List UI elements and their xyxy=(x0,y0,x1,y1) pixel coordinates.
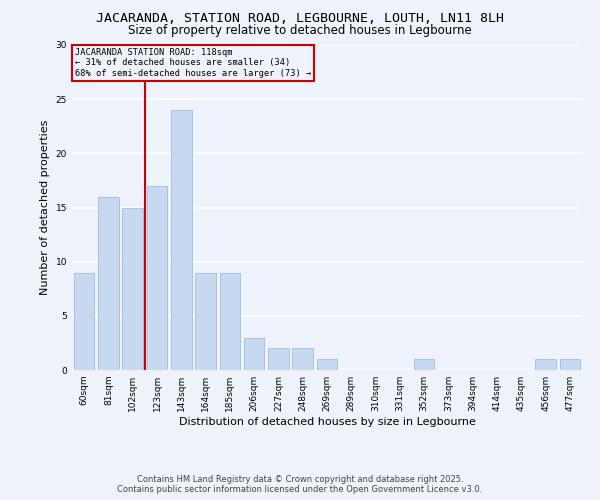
Bar xyxy=(74,272,94,370)
X-axis label: Distribution of detached houses by size in Legbourne: Distribution of detached houses by size … xyxy=(179,417,475,427)
Bar xyxy=(195,272,216,370)
Bar xyxy=(268,348,289,370)
Text: Contains HM Land Registry data © Crown copyright and database right 2025.
Contai: Contains HM Land Registry data © Crown c… xyxy=(118,474,482,494)
Bar xyxy=(98,196,119,370)
Bar xyxy=(560,359,580,370)
Text: Size of property relative to detached houses in Legbourne: Size of property relative to detached ho… xyxy=(128,24,472,37)
Bar xyxy=(535,359,556,370)
Bar xyxy=(146,186,167,370)
Bar xyxy=(414,359,434,370)
Y-axis label: Number of detached properties: Number of detached properties xyxy=(40,120,50,295)
Bar xyxy=(292,348,313,370)
Bar xyxy=(317,359,337,370)
Bar xyxy=(244,338,265,370)
Bar xyxy=(171,110,191,370)
Text: JACARANDA, STATION ROAD, LEGBOURNE, LOUTH, LN11 8LH: JACARANDA, STATION ROAD, LEGBOURNE, LOUT… xyxy=(96,12,504,26)
Bar xyxy=(122,208,143,370)
Text: JACARANDA STATION ROAD: 118sqm
← 31% of detached houses are smaller (34)
68% of : JACARANDA STATION ROAD: 118sqm ← 31% of … xyxy=(75,48,311,78)
Bar xyxy=(220,272,240,370)
